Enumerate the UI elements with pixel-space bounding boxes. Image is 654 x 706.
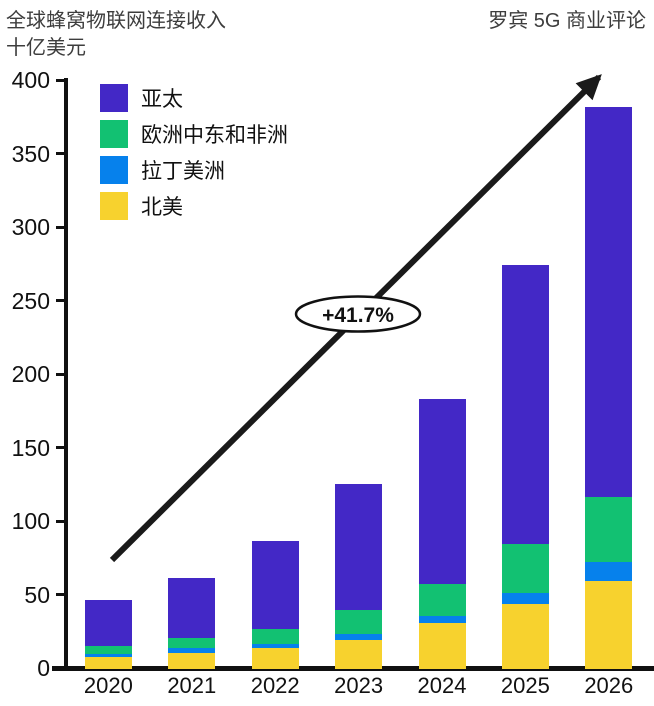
legend: 亚太欧洲中东和非洲 拉丁美洲北美 [100, 84, 288, 228]
bar-segment-拉丁美洲 [418, 616, 466, 624]
bar-segment-北美 [168, 652, 216, 669]
annotation-ellipse [294, 295, 422, 333]
bar-2022 [251, 541, 299, 669]
bar-segment-亚太 [335, 483, 383, 611]
legend-swatch [100, 156, 128, 184]
annotation-label: +41.7% [322, 304, 394, 327]
y-tick-mark [56, 446, 65, 449]
bar-segment-欧洲中东和非洲 [168, 638, 216, 649]
y-tick-mark [56, 519, 65, 523]
x-axis-label: 2021 [167, 673, 217, 698]
bar-segment-欧洲中东和非洲 [418, 583, 466, 617]
bar-segment-北美 [585, 580, 633, 669]
bar-segment-北美 [418, 623, 466, 669]
y-tick-mark [56, 299, 65, 302]
y-axis-line [64, 78, 68, 671]
y-tick-mark [56, 372, 65, 376]
bar-segment-亚太 [418, 398, 466, 584]
x-axis-label: 2020 [83, 673, 133, 698]
legend-swatch [100, 192, 128, 220]
source-label: 罗宾 5G 商业评论 [488, 10, 646, 32]
chart-unit-label: 十亿美元 [6, 37, 86, 59]
bar-segment-亚太 [168, 577, 216, 639]
bar-segment-拉丁美洲 [168, 648, 216, 653]
x-axis-label: 2026 [584, 673, 634, 698]
legend-label: 亚太 [141, 88, 183, 111]
y-tick-label: 400 [11, 67, 50, 93]
bar-2021 [168, 577, 216, 669]
bar-2020 [84, 599, 132, 669]
y-tick-mark [56, 152, 65, 155]
bar-segment-北美 [501, 604, 549, 669]
legend-label: 拉丁美洲 [141, 160, 225, 183]
chart-area: 0 50 100 150 200 250 300 350 400 2020 2021 2022 202… [0, 67, 654, 698]
bar-2024 [418, 398, 466, 669]
y-tick-label: 150 [11, 434, 50, 461]
bar-segment-欧洲中东和非洲 [585, 497, 633, 562]
legend-label: 欧洲中东和非洲 [141, 124, 288, 147]
x-axis-label: 2024 [417, 673, 467, 698]
title-block: 全球蜂窝物联网连接收入 十亿美元 [6, 8, 226, 62]
y-tick-label: 350 [11, 140, 50, 167]
y-tick-label: 200 [11, 361, 50, 387]
bar-segment-拉丁美洲 [84, 654, 132, 658]
legend-item: 亚太 [100, 84, 288, 112]
y-tick-label: 50 [24, 581, 50, 608]
bar-segment-欧洲中东和非洲 [84, 645, 132, 655]
bar-2026 [585, 107, 633, 669]
bar-segment-亚太 [585, 107, 633, 498]
y-tick-mark [56, 593, 65, 596]
bar-segment-拉丁美洲 [585, 561, 633, 581]
bar-segment-拉丁美洲 [501, 592, 549, 605]
legend-swatch [100, 120, 128, 148]
bar-segment-亚太 [251, 541, 299, 630]
y-tick-label: 100 [11, 508, 50, 534]
legend-item: 北美 [100, 192, 288, 220]
bar-2023 [335, 483, 383, 669]
bar-segment-欧洲中东和非洲 [251, 629, 299, 645]
bar-segment-亚太 [501, 264, 549, 545]
chart-header: 全球蜂窝物联网连接收入 十亿美元 罗宾 5G 商业评论 [0, 0, 654, 68]
bar-segment-拉丁美洲 [335, 633, 383, 640]
bar-segment-欧洲中东和非洲 [501, 544, 549, 593]
legend-item: 欧洲中东和非洲 [100, 120, 288, 148]
bar-segment-北美 [335, 639, 383, 669]
legend-swatch [100, 84, 128, 112]
chart-title: 全球蜂窝物联网连接收入 [6, 10, 226, 32]
y-tick-label: 250 [11, 287, 50, 314]
x-axis-label: 2025 [500, 673, 550, 698]
x-axis-label: 2023 [334, 673, 384, 698]
bar-segment-北美 [84, 657, 132, 669]
bar-segment-亚太 [84, 599, 132, 646]
y-tick-label: 0 [37, 655, 50, 681]
bar-segment-北美 [251, 648, 299, 669]
y-tick-label: 300 [11, 214, 50, 240]
bar-segment-欧洲中东和非洲 [335, 610, 383, 634]
bar-segment-拉丁美洲 [251, 644, 299, 649]
y-tick-mark [56, 225, 65, 229]
legend-item: 拉丁美洲 [100, 156, 288, 184]
legend-label: 北美 [141, 196, 183, 219]
y-tick-mark [56, 78, 65, 82]
x-axis-label: 2022 [250, 673, 300, 698]
bar-2025 [501, 264, 549, 669]
